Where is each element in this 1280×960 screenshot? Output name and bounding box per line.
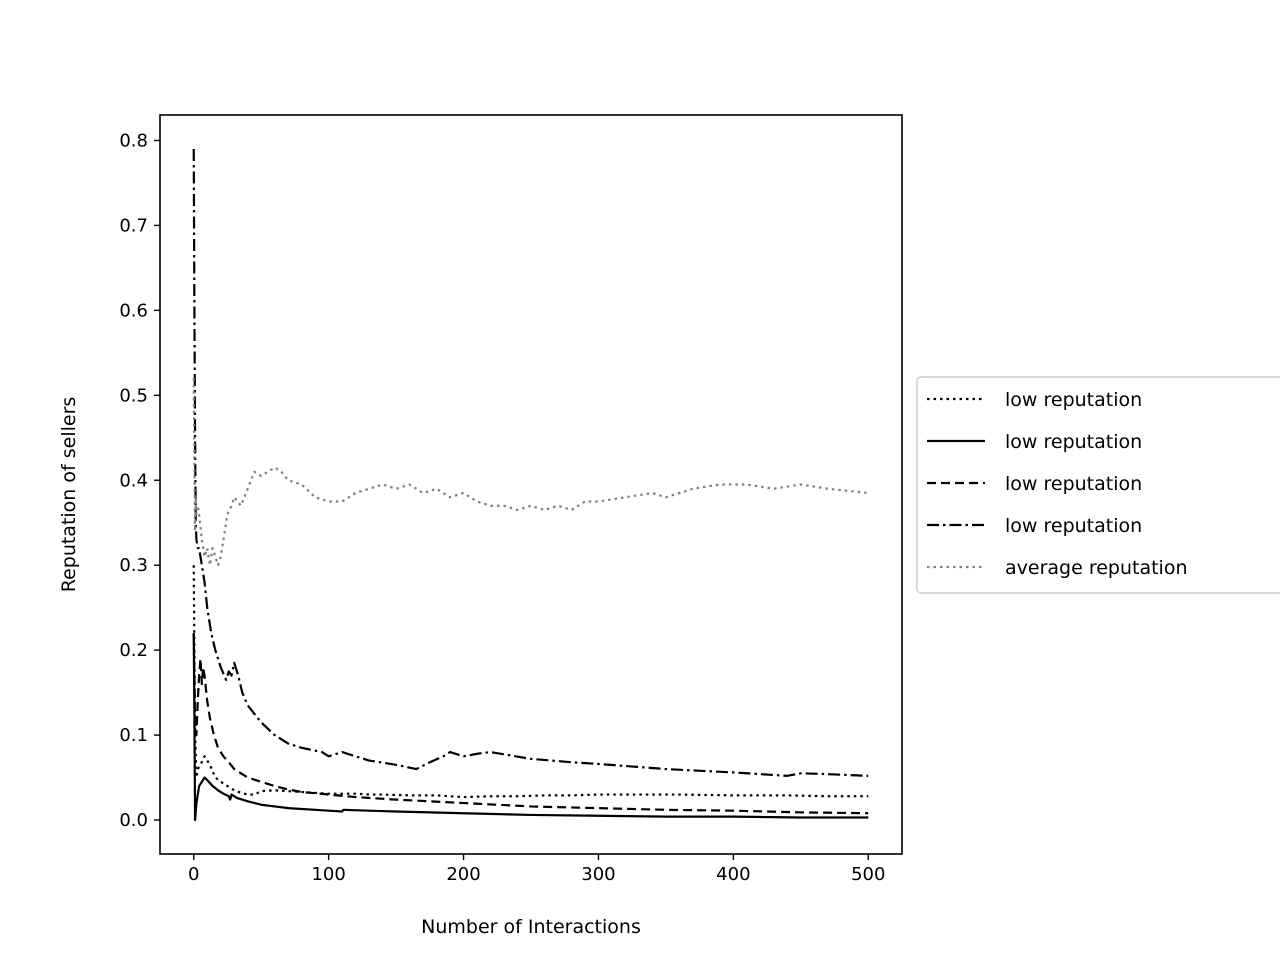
y-tick-label: 0.0 xyxy=(119,810,148,831)
series-line-1 xyxy=(192,565,869,799)
x-axis: 0 100 200 300 400 500 xyxy=(188,854,885,885)
y-tick-label: 0.8 xyxy=(119,130,148,151)
y-tick-label: 0.5 xyxy=(119,385,148,406)
legend-label: average reputation xyxy=(1005,557,1188,579)
x-tick-label: 200 xyxy=(446,864,480,885)
x-axis-label: Number of Interactions xyxy=(421,916,641,938)
plot-frame xyxy=(159,114,903,855)
y-axis-label: Reputation of sellers xyxy=(58,397,80,593)
series-line-2 xyxy=(192,633,869,822)
legend-label: low reputation xyxy=(1005,515,1142,537)
legend-box xyxy=(916,376,1280,594)
y-axis: 0.0 0.1 0.2 0.3 0.4 0.5 0.6 0.7 0.8 xyxy=(119,130,160,831)
series-layer xyxy=(192,148,869,822)
y-tick-label: 0.7 xyxy=(119,215,148,236)
y-tick-label: 0.2 xyxy=(119,640,148,661)
legend-label: low reputation xyxy=(1005,431,1142,453)
x-tick-label: 0 xyxy=(188,864,199,885)
x-tick-label: 100 xyxy=(311,864,345,885)
legend-label: low reputation xyxy=(1005,473,1142,495)
x-tick-label: 300 xyxy=(581,864,615,885)
y-tick-label: 0.1 xyxy=(119,725,148,746)
y-tick-label: 0.3 xyxy=(119,555,148,576)
series-line-5 xyxy=(192,378,869,567)
y-tick-label: 0.6 xyxy=(119,300,148,321)
series-line-3 xyxy=(192,633,869,815)
y-tick-label: 0.4 xyxy=(119,470,148,491)
legend-label: low reputation xyxy=(1005,389,1142,411)
series-line-4 xyxy=(192,148,869,777)
x-tick-label: 400 xyxy=(716,864,750,885)
x-tick-label: 500 xyxy=(851,864,885,885)
legend: low reputation low reputation low reputati… xyxy=(916,376,1280,594)
